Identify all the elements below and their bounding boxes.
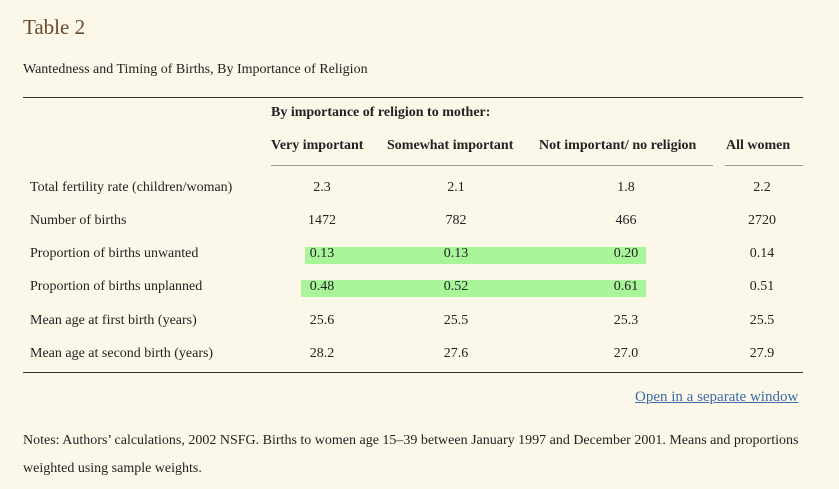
- table-cell: 0.13: [443, 246, 469, 261]
- table-cell: 0.48: [309, 279, 335, 294]
- table-cell: 27.9: [749, 346, 775, 361]
- table-cell: 2.2: [753, 180, 771, 195]
- table-cell: 2.3: [313, 180, 331, 195]
- table-cell: 25.5: [443, 313, 469, 328]
- table-cell: 0.13: [309, 246, 335, 261]
- table-cell: 25.6: [309, 313, 335, 328]
- column-header-somewhat-important: Somewhat important: [387, 138, 514, 153]
- table-cell: 27.6: [443, 346, 469, 361]
- bottom-rule: [23, 372, 803, 373]
- group-header: By importance of religion to mother:: [271, 105, 491, 120]
- table-cell: 28.2: [309, 346, 335, 361]
- column-header-very-important: Very important: [271, 138, 364, 153]
- table-cell: 25.5: [749, 313, 775, 328]
- table-cell: 0.61: [613, 279, 639, 294]
- table-notes: Notes: Authors’ calculations, 2002 NSFG.…: [23, 433, 799, 476]
- table-cell: 1.8: [617, 180, 635, 195]
- row-label: Proportion of births unwanted: [30, 246, 199, 261]
- highlight-row-unplanned: [301, 280, 646, 297]
- table-cell: 25.3: [613, 313, 639, 328]
- table-cell: 27.0: [613, 346, 639, 361]
- row-label: Mean age at second birth (years): [30, 346, 214, 361]
- table-cell: 782: [445, 213, 467, 228]
- table-cell: 1472: [308, 213, 336, 228]
- group-underline: [271, 165, 713, 166]
- row-label: Mean age at first birth (years): [30, 313, 197, 328]
- highlight-row-unwanted: [305, 247, 646, 264]
- table-cell: 0.20: [613, 246, 639, 261]
- table-cell: 0.14: [749, 246, 775, 261]
- table-caption: Wantedness and Timing of Births, By Impo…: [23, 62, 368, 77]
- open-separate-window-link[interactable]: Open in a separate window: [635, 389, 799, 405]
- table-cell: 2720: [748, 213, 776, 228]
- table-title: Table 2: [23, 15, 86, 39]
- all-women-underline: [725, 165, 803, 166]
- column-header-not-important: Not important/ no religion: [539, 138, 697, 153]
- table-cell: 0.51: [749, 279, 775, 294]
- row-label: Proportion of births unplanned: [30, 279, 203, 294]
- table-cell: 2.1: [447, 180, 465, 195]
- column-header-all-women: All women: [726, 138, 791, 153]
- top-rule: [23, 97, 803, 98]
- table-cell: 0.52: [443, 279, 469, 294]
- row-label: Number of births: [30, 213, 127, 228]
- row-label: Total fertility rate (children/woman): [30, 180, 233, 195]
- table-cell: 466: [615, 213, 637, 228]
